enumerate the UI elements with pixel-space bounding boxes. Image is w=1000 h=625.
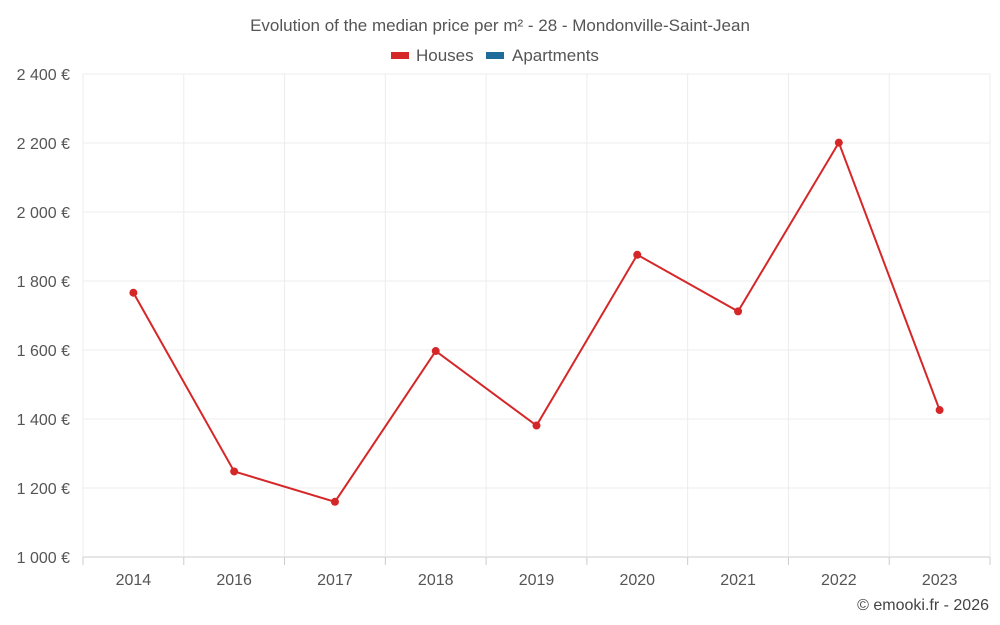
- legend: Houses Apartments: [391, 46, 599, 65]
- data-point-houses-2017[interactable]: [330, 497, 339, 506]
- data-point-houses-2022[interactable]: [834, 138, 843, 147]
- legend-swatch-houses: [391, 52, 409, 59]
- legend-label-apartments[interactable]: Apartments: [512, 46, 599, 65]
- y-tick-label: 2 400 €: [17, 67, 70, 84]
- legend-swatch-apartments: [486, 52, 504, 59]
- credit-text: © emooki.fr - 2026: [857, 597, 989, 614]
- data-point-houses-2021[interactable]: [734, 307, 743, 316]
- data-point-houses-2018[interactable]: [431, 347, 440, 356]
- x-tick-label: 2020: [619, 572, 655, 589]
- series-line-houses: [132, 140, 941, 503]
- x-tick-label: 2018: [418, 572, 454, 589]
- x-tick-label: 2021: [720, 572, 756, 589]
- chart-title: Evolution of the median price per m² - 2…: [250, 16, 750, 35]
- y-tick-label: 1 800 €: [17, 274, 70, 291]
- data-point-houses-2014[interactable]: [129, 288, 138, 297]
- x-axis: 2014 2016 2017 2018 2019 2020 2021 2022 2023: [82, 557, 991, 589]
- y-tick-label: 1 000 €: [17, 550, 70, 567]
- data-point-houses-2020[interactable]: [633, 250, 642, 259]
- data-point-houses-2016[interactable]: [230, 467, 239, 476]
- y-tick-label: 1 600 €: [17, 343, 70, 360]
- data-point-houses-2019[interactable]: [532, 421, 541, 430]
- series-houses: [129, 138, 944, 506]
- data-point-houses-2023[interactable]: [935, 406, 944, 415]
- y-tick-label: 1 400 €: [17, 412, 70, 429]
- y-axis: 1 000 € 1 200 € 1 400 € 1 600 € 1 800 € 2 000…: [17, 67, 70, 567]
- x-tick-label: 2019: [519, 572, 555, 589]
- y-tick-label: 2 000 €: [17, 205, 70, 222]
- grid: [82, 73, 991, 558]
- x-tick-label: 2014: [116, 572, 152, 589]
- y-tick-label: 2 200 €: [17, 136, 70, 153]
- x-tick-label: 2022: [821, 572, 857, 589]
- x-tick-label: 2017: [317, 572, 353, 589]
- x-tick-label: 2023: [922, 572, 958, 589]
- legend-label-houses[interactable]: Houses: [416, 46, 474, 65]
- x-tick-label: 2016: [216, 572, 252, 589]
- y-tick-label: 1 200 €: [17, 481, 70, 498]
